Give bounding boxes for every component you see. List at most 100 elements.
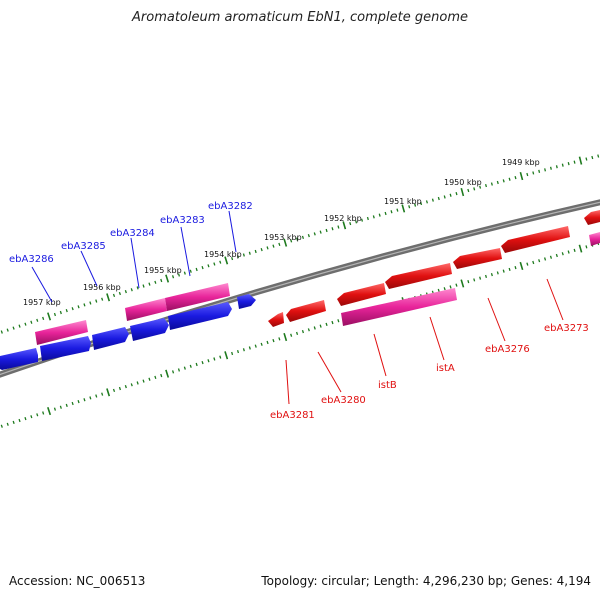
outer-scale-minor-tick [148, 282, 151, 286]
inner-scale-minor-tick [443, 287, 446, 291]
scale-label-1953: 1953 kbp [264, 233, 302, 242]
gene-arrow-ebA3273 [584, 210, 600, 225]
inner-scale-minor-tick [532, 260, 535, 265]
minus-strand-genes [0, 294, 256, 370]
inner-scale-minor-tick [555, 253, 558, 258]
gene-label-ebA3283: ebA3283 [160, 215, 205, 226]
inner-scale-minor-tick [295, 331, 299, 335]
inner-scale-major-tick [283, 332, 288, 342]
scale-labels: 1949 kbp 1950 kbp 1951 kbp 1952 kbp 1953… [23, 158, 540, 307]
outer-scale-minor-tick [378, 213, 381, 217]
outer-scale-minor-tick [236, 255, 240, 259]
outer-scale-minor-tick [42, 316, 45, 320]
inner-scale-minor-tick [538, 259, 541, 263]
inner-scale-minor-tick [514, 266, 517, 270]
inner-scale-minor-tick [313, 326, 316, 330]
inner-scale-minor-tick [319, 324, 322, 328]
inner-scale-minor-tick [526, 262, 529, 266]
outer-scale-major-tick [165, 274, 170, 283]
inner-scale-minor-tick [561, 252, 564, 256]
outer-scale-major-tick [401, 204, 406, 213]
outer-scale-major-tick [578, 156, 583, 165]
outer-scale-major-tick [224, 256, 229, 265]
scale-label-1954: 1954 kbp [204, 250, 242, 259]
inner-scale-minor-tick [101, 392, 104, 396]
outer-scale-minor-tick [89, 301, 92, 305]
inner-scale-minor-tick [83, 398, 86, 402]
inner-scale-minor-tick [124, 385, 127, 389]
scale-label-1949: 1949 kbp [502, 158, 540, 167]
map-title: Aromatoleum aromaticum EbN1, complete ge… [132, 10, 468, 25]
inner-scale-minor-tick [337, 319, 340, 323]
outer-scale-minor-tick [213, 262, 216, 266]
outer-scale-minor-tick [496, 180, 499, 185]
gene-arrow-istB [337, 283, 386, 306]
outer-scale-minor-tick [408, 205, 411, 209]
inner-scale-minor-tick [177, 368, 181, 372]
inner-scale-minor-tick [53, 407, 57, 411]
outer-scale-minor-tick [183, 271, 186, 275]
inner-scale-minor-tick [242, 348, 245, 352]
inner-scale-minor-tick [490, 273, 493, 277]
gene-label-istB: istB [378, 380, 397, 391]
outer-scale-minor-tick [549, 166, 552, 170]
inner-scale-minor-tick [543, 257, 547, 261]
outer-scale-ticks [0, 154, 600, 334]
inner-scale-minor-tick [130, 383, 133, 387]
inner-scale-major-tick [106, 388, 111, 397]
outer-scale-major-tick [519, 171, 524, 181]
scale-label-1955: 1955 kbp [144, 266, 182, 275]
outer-scale-minor-tick [591, 155, 594, 160]
inner-scale-minor-tick [484, 274, 488, 278]
outer-scale-minor-tick [83, 303, 86, 307]
inner-scale-ticks [0, 241, 600, 428]
outer-scale-minor-tick [597, 154, 600, 158]
outer-scale-minor-tick [231, 257, 234, 261]
outer-scale-minor-tick [360, 218, 364, 222]
gene-label-ebA3273: ebA3273 [544, 323, 589, 334]
outer-scale-minor-tick [467, 188, 470, 193]
outer-scale-minor-tick [177, 273, 181, 277]
gene-leader-lines [31, 210, 564, 405]
inner-scale-minor-tick [30, 415, 33, 419]
outer-scale-minor-tick [0, 330, 3, 334]
gene-arrow-pink-b [125, 298, 167, 321]
gene-label-ebA3286: ebA3286 [9, 254, 54, 265]
inner-scale-minor-tick [71, 401, 74, 406]
outer-scale-minor-tick [189, 269, 192, 273]
inner-scale-minor-tick [254, 344, 257, 348]
gene-arrow-ebA3283 [168, 302, 232, 330]
inner-scale-minor-tick [331, 320, 334, 325]
inner-scale-minor-tick [290, 333, 293, 337]
inner-scale-minor-tick [278, 337, 281, 341]
inner-scale-minor-tick [502, 269, 505, 273]
gene-arrow-ebA3276 [453, 248, 502, 269]
inner-scale-minor-tick [24, 417, 27, 421]
outer-scale-minor-tick [207, 264, 210, 268]
inner-scale-minor-tick [272, 339, 275, 343]
outer-scale-minor-tick [484, 184, 488, 188]
inner-scale-minor-tick [219, 355, 222, 359]
outer-scale-minor-tick [390, 210, 393, 214]
outer-scale-minor-tick [201, 266, 204, 270]
inner-scale-minor-tick [549, 255, 553, 259]
outer-scale-minor-tick [219, 260, 222, 264]
outer-scale-minor-tick [544, 168, 547, 172]
outer-scale-minor-tick [112, 293, 116, 298]
outer-scale-minor-tick [301, 235, 305, 239]
outer-scale-minor-tick [142, 284, 145, 288]
gene-arrow-ebA3284 [130, 318, 169, 341]
inner-scale-minor-tick [65, 403, 68, 407]
outer-scale-minor-tick [473, 187, 476, 191]
outer-scale-major-tick [342, 221, 347, 230]
outer-scale-minor-tick [502, 179, 505, 183]
gene-arrow-pink-a [35, 320, 88, 345]
gene-arrow-istA [385, 263, 452, 289]
outer-scale-minor-tick [248, 251, 251, 255]
gene-label-ebA3284: ebA3284 [110, 228, 155, 239]
inner-scale-minor-tick [95, 394, 98, 398]
inner-scale-minor-tick [154, 375, 157, 379]
outer-scale-minor-tick [124, 290, 127, 294]
outer-scale-minor-tick [561, 163, 564, 167]
